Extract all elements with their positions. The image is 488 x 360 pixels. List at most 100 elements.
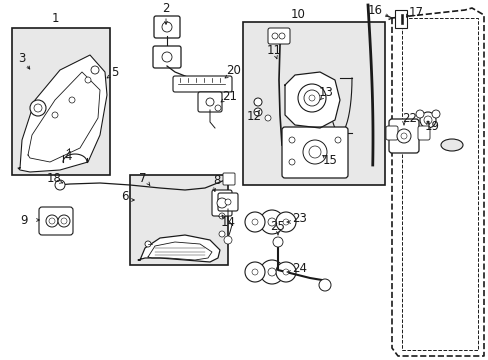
Circle shape <box>91 66 99 74</box>
Ellipse shape <box>440 139 462 151</box>
FancyBboxPatch shape <box>417 126 429 140</box>
Circle shape <box>423 116 431 124</box>
Circle shape <box>49 218 55 224</box>
Circle shape <box>415 110 423 118</box>
Circle shape <box>58 215 70 227</box>
Text: 17: 17 <box>407 5 423 18</box>
Circle shape <box>283 269 288 275</box>
FancyBboxPatch shape <box>267 28 289 44</box>
FancyBboxPatch shape <box>223 173 235 185</box>
Bar <box>130 175 227 265</box>
Circle shape <box>308 146 320 158</box>
Circle shape <box>303 140 326 164</box>
Circle shape <box>297 84 325 112</box>
Circle shape <box>162 22 172 32</box>
FancyBboxPatch shape <box>154 16 180 38</box>
Circle shape <box>260 210 284 234</box>
FancyBboxPatch shape <box>388 119 418 153</box>
Circle shape <box>145 241 151 247</box>
Text: 22: 22 <box>402 112 417 125</box>
Circle shape <box>304 90 319 106</box>
Text: 7: 7 <box>139 172 146 185</box>
Circle shape <box>219 231 224 237</box>
Circle shape <box>396 129 410 143</box>
Text: 10: 10 <box>290 8 305 21</box>
FancyBboxPatch shape <box>153 46 181 68</box>
Circle shape <box>279 33 285 39</box>
Circle shape <box>283 219 288 225</box>
Text: 6: 6 <box>121 190 128 203</box>
Text: 19: 19 <box>424 120 439 132</box>
Circle shape <box>253 108 262 116</box>
Polygon shape <box>285 72 339 128</box>
Text: 15: 15 <box>322 153 337 166</box>
FancyBboxPatch shape <box>39 207 73 235</box>
Text: 23: 23 <box>292 211 307 225</box>
Polygon shape <box>18 55 107 172</box>
FancyBboxPatch shape <box>212 190 231 216</box>
Circle shape <box>400 133 406 139</box>
Circle shape <box>318 279 330 291</box>
Text: 3: 3 <box>18 51 26 64</box>
Circle shape <box>275 212 295 232</box>
Bar <box>394 10 406 28</box>
Circle shape <box>267 218 275 226</box>
FancyBboxPatch shape <box>218 193 238 211</box>
Circle shape <box>34 104 42 112</box>
FancyBboxPatch shape <box>173 76 231 92</box>
Bar <box>400 14 402 24</box>
Circle shape <box>334 137 340 143</box>
Circle shape <box>272 237 283 247</box>
Circle shape <box>251 269 258 275</box>
Circle shape <box>264 115 270 121</box>
Text: 11: 11 <box>266 44 281 57</box>
Circle shape <box>419 112 435 128</box>
Text: 20: 20 <box>226 63 241 77</box>
Text: 24: 24 <box>292 261 307 274</box>
Circle shape <box>251 219 258 225</box>
Circle shape <box>30 100 46 116</box>
Circle shape <box>431 110 439 118</box>
Circle shape <box>61 218 67 224</box>
Bar <box>243 22 384 185</box>
Circle shape <box>288 159 294 165</box>
Text: 9: 9 <box>20 213 28 226</box>
Circle shape <box>267 268 275 276</box>
FancyBboxPatch shape <box>198 92 222 112</box>
FancyBboxPatch shape <box>282 127 347 178</box>
Text: 8: 8 <box>213 175 220 188</box>
Circle shape <box>69 97 75 103</box>
Circle shape <box>55 180 65 190</box>
Text: 2: 2 <box>162 3 169 15</box>
Text: 1: 1 <box>51 13 59 26</box>
Circle shape <box>224 199 230 205</box>
Circle shape <box>308 95 314 101</box>
Text: 21: 21 <box>222 90 237 103</box>
Text: 13: 13 <box>318 86 333 99</box>
Polygon shape <box>138 235 220 262</box>
Circle shape <box>244 262 264 282</box>
FancyBboxPatch shape <box>385 126 397 140</box>
Circle shape <box>219 213 224 219</box>
Circle shape <box>275 262 295 282</box>
Circle shape <box>217 198 226 208</box>
Text: 25: 25 <box>270 220 285 233</box>
Circle shape <box>162 52 172 62</box>
Text: 12: 12 <box>246 109 261 122</box>
Circle shape <box>224 236 231 244</box>
Circle shape <box>288 137 294 143</box>
Circle shape <box>46 215 58 227</box>
Circle shape <box>253 98 262 106</box>
Circle shape <box>215 105 221 111</box>
Circle shape <box>244 212 264 232</box>
Circle shape <box>85 77 91 83</box>
Text: 4: 4 <box>64 149 72 162</box>
Text: 16: 16 <box>367 4 382 17</box>
Circle shape <box>52 112 58 118</box>
Text: 18: 18 <box>46 171 61 184</box>
Circle shape <box>260 260 284 284</box>
Text: 14: 14 <box>220 216 235 230</box>
Text: 5: 5 <box>111 67 119 80</box>
Circle shape <box>205 98 214 106</box>
Circle shape <box>271 33 278 39</box>
